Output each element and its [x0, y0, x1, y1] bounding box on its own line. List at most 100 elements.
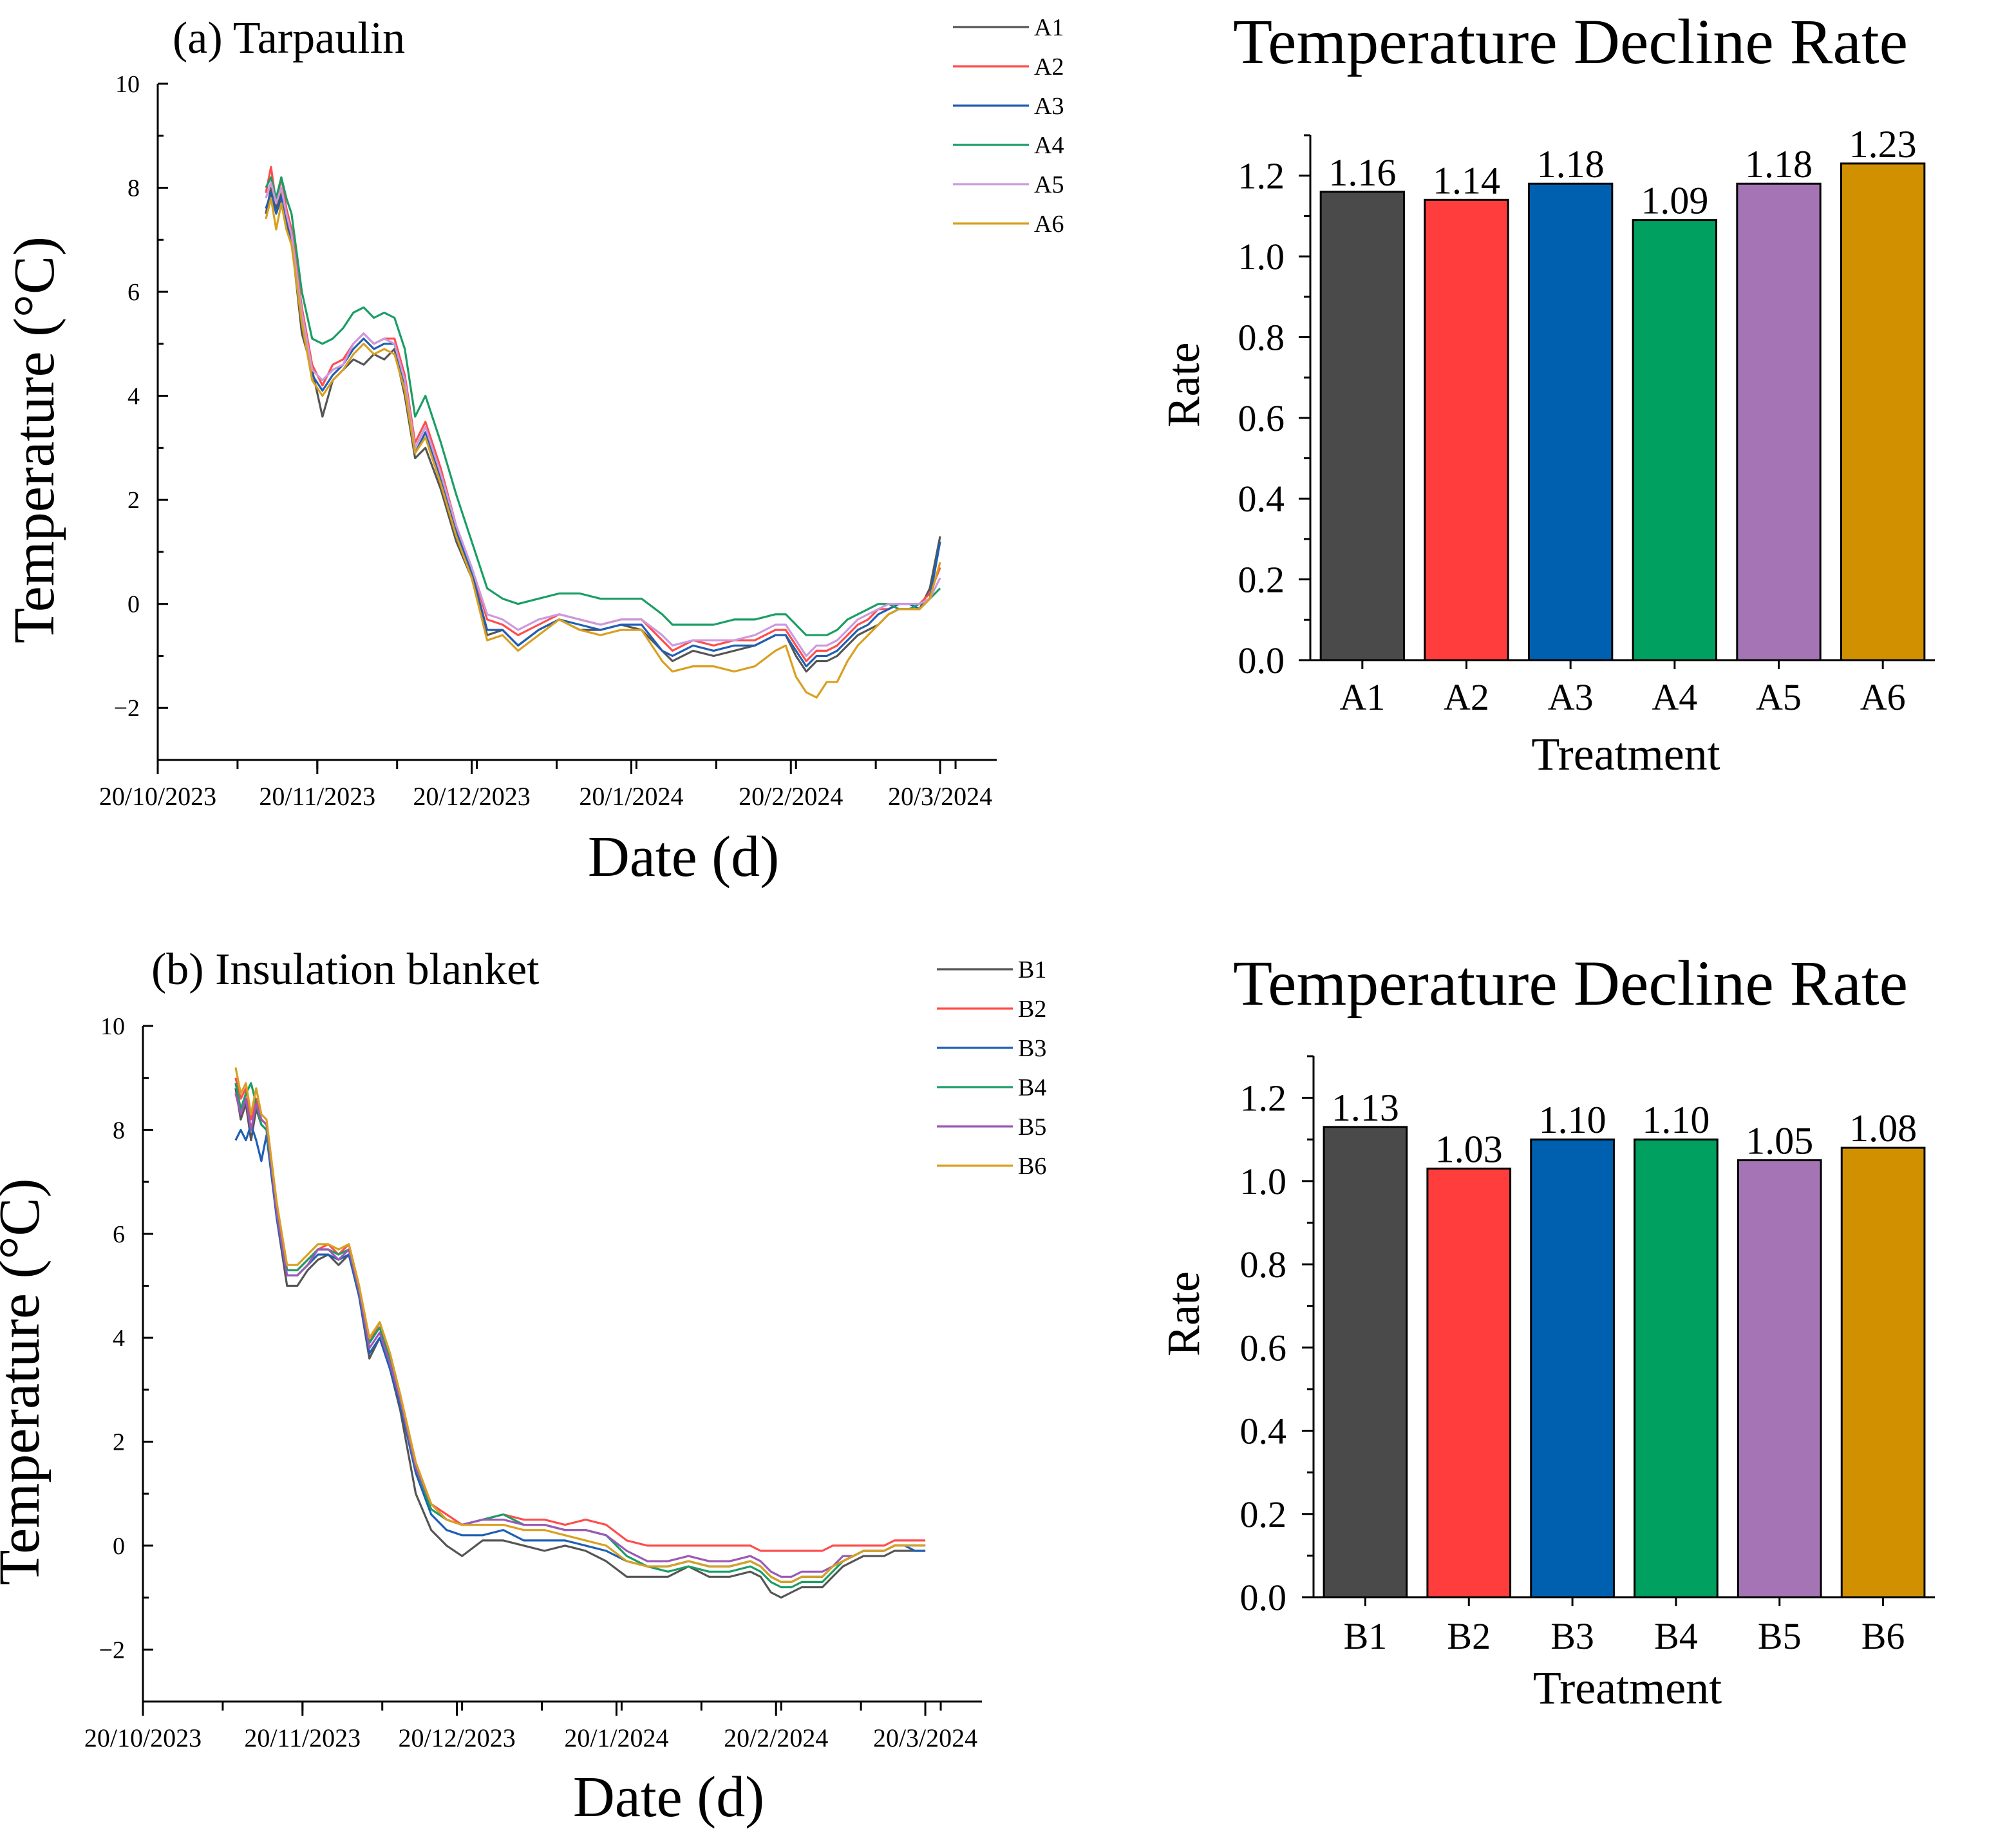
legend-label-a4: A4	[1034, 132, 1064, 159]
y-tick-label: 0.4	[1238, 478, 1285, 520]
y-tick-label: 0.6	[1238, 397, 1285, 439]
x-tick-label: 20/11/2023	[259, 782, 375, 811]
y-tick-label: 8	[113, 1117, 125, 1144]
x-tick-label: 20/12/2023	[399, 1723, 516, 1752]
y-tick-label: 4	[113, 1325, 125, 1352]
series-line-b6	[234, 1067, 926, 1583]
x-tick-label: A5	[1756, 676, 1802, 718]
bar-chart-tarpaulin-rate: 0.0 0.2 0.4 0.6 0.8 1.0 1.2 1.16 A1 1.14 A2 1.18 A3 1…	[1158, 6, 1935, 780]
y-tick-label: 0.2	[1240, 1494, 1287, 1535]
x-tick-label: B3	[1550, 1615, 1594, 1657]
bar-a6	[1840, 162, 1926, 661]
y-tick-label: 1.2	[1238, 155, 1285, 197]
data-label-b6: 1.08	[1849, 1107, 1917, 1150]
y-tick-label: 0	[113, 1533, 125, 1560]
data-label-a6: 1.23	[1849, 123, 1917, 166]
y-tick-label: 0.4	[1240, 1410, 1287, 1452]
series-line-a4	[265, 176, 941, 636]
bar-chart-insulation-blanket-rate: 0.0 0.2 0.4 0.6 0.8 1.0 1.2 1.13 B1 1.03 B2 1.10 B3 1…	[1158, 947, 1935, 1714]
panel-title: (b) Insulation blanket	[151, 945, 540, 994]
data-label-b5: 1.05	[1746, 1120, 1813, 1162]
y-axis-title: Rate	[1158, 343, 1209, 428]
bar-a2	[1424, 198, 1509, 661]
y-tick-label: 0.8	[1240, 1244, 1287, 1285]
series-line-a3	[265, 192, 941, 668]
legend-label-a3: A3	[1034, 93, 1064, 120]
bar-b1	[1323, 1126, 1408, 1598]
bar-a3	[1528, 182, 1614, 661]
data-label-b1: 1.13	[1332, 1086, 1399, 1129]
data-label-a1: 1.16	[1328, 151, 1396, 194]
x-tick-label: 20/11/2023	[244, 1723, 361, 1752]
x-tick-label: A4	[1652, 676, 1697, 718]
x-axis-title: Treatment	[1531, 728, 1720, 780]
y-axis-title: Temperature (°C)	[0, 1179, 52, 1586]
x-tick-label: 20/10/2023	[84, 1723, 202, 1752]
series-line-a6	[265, 197, 941, 699]
legend-label-b5: B5	[1018, 1114, 1046, 1141]
bar-b2	[1426, 1167, 1512, 1598]
data-label-b3: 1.10	[1539, 1099, 1606, 1141]
x-tick-label: B4	[1654, 1615, 1698, 1657]
legend-label-a6: A6	[1034, 211, 1064, 238]
data-label-a4: 1.09	[1641, 180, 1708, 222]
x-tick-label: A6	[1860, 676, 1906, 718]
y-axis-title: Temperature (°C)	[3, 236, 66, 643]
legend-label-a1: A1	[1034, 14, 1064, 41]
bar-b6	[1840, 1146, 1926, 1598]
y-tick-label: 2	[127, 487, 140, 514]
y-tick-label: −2	[99, 1636, 125, 1664]
legend-label-b3: B3	[1018, 1035, 1046, 1062]
legend-label-b4: B4	[1018, 1074, 1046, 1101]
series-line-b1	[234, 1088, 926, 1599]
data-label-b2: 1.03	[1435, 1128, 1503, 1170]
y-tick-label: 6	[127, 279, 140, 306]
y-tick-label: 0	[127, 591, 140, 618]
bar-a4	[1632, 219, 1718, 661]
line-chart-insulation-blanket: −2 0 2 4 6 8 10 20/10/2023 20/11/2023 20/12/2023 2…	[0, 945, 1046, 1829]
x-tick-label: A1	[1339, 676, 1385, 718]
bar-b3	[1530, 1138, 1615, 1598]
bar-a1	[1319, 191, 1406, 661]
x-axis-title: Date (d)	[588, 825, 779, 889]
legend-label-b1: B1	[1018, 956, 1046, 983]
bar-a5	[1736, 182, 1822, 661]
x-tick-label: B5	[1758, 1615, 1802, 1657]
legend-label-b6: B6	[1018, 1153, 1046, 1180]
y-tick-label: 6	[113, 1221, 125, 1248]
y-tick-label: 0.6	[1240, 1327, 1287, 1369]
y-tick-label: 1.2	[1240, 1077, 1287, 1119]
legend-label-b2: B2	[1018, 996, 1046, 1023]
x-tick-label: 20/2/2024	[739, 782, 843, 811]
x-axis-title: Date (d)	[573, 1765, 764, 1829]
x-axis-title: Treatment	[1533, 1662, 1722, 1714]
x-tick-label: 20/12/2023	[413, 782, 531, 811]
series-line-a5	[265, 181, 941, 658]
legend-label-a5: A5	[1034, 171, 1064, 198]
y-tick-label: 10	[100, 1013, 125, 1040]
data-label-b4: 1.10	[1642, 1099, 1710, 1141]
line-chart-tarpaulin: −2 0 2 4 6 8 10 20/10/2023 20/11/2023 20/12/2023 2…	[3, 14, 1064, 889]
x-tick-label: 20/1/2024	[579, 782, 683, 811]
y-tick-label: 0.0	[1238, 640, 1285, 681]
y-tick-label: 1.0	[1240, 1161, 1287, 1202]
x-tick-label: 20/1/2024	[564, 1723, 668, 1752]
y-tick-label: −2	[114, 695, 140, 722]
data-label-a2: 1.14	[1433, 159, 1500, 202]
x-tick-label: B2	[1447, 1615, 1491, 1657]
chart-title: Temperature Decline Rate	[1233, 947, 1908, 1019]
y-tick-label: 2	[113, 1429, 125, 1456]
y-tick-label: 4	[127, 383, 140, 410]
y-tick-label: 1.0	[1238, 236, 1285, 278]
legend-label-a2: A2	[1034, 53, 1064, 81]
x-tick-label: B1	[1344, 1615, 1388, 1657]
y-tick-label: 0.8	[1238, 316, 1285, 358]
x-tick-label: B6	[1861, 1615, 1905, 1657]
data-label-a5: 1.18	[1745, 143, 1813, 185]
y-tick-label: 0.0	[1240, 1577, 1287, 1618]
x-tick-label: A2	[1444, 676, 1489, 718]
x-tick-label: 20/2/2024	[724, 1723, 828, 1752]
x-tick-label: 20/10/2023	[99, 782, 216, 811]
bar-b4	[1634, 1138, 1719, 1598]
